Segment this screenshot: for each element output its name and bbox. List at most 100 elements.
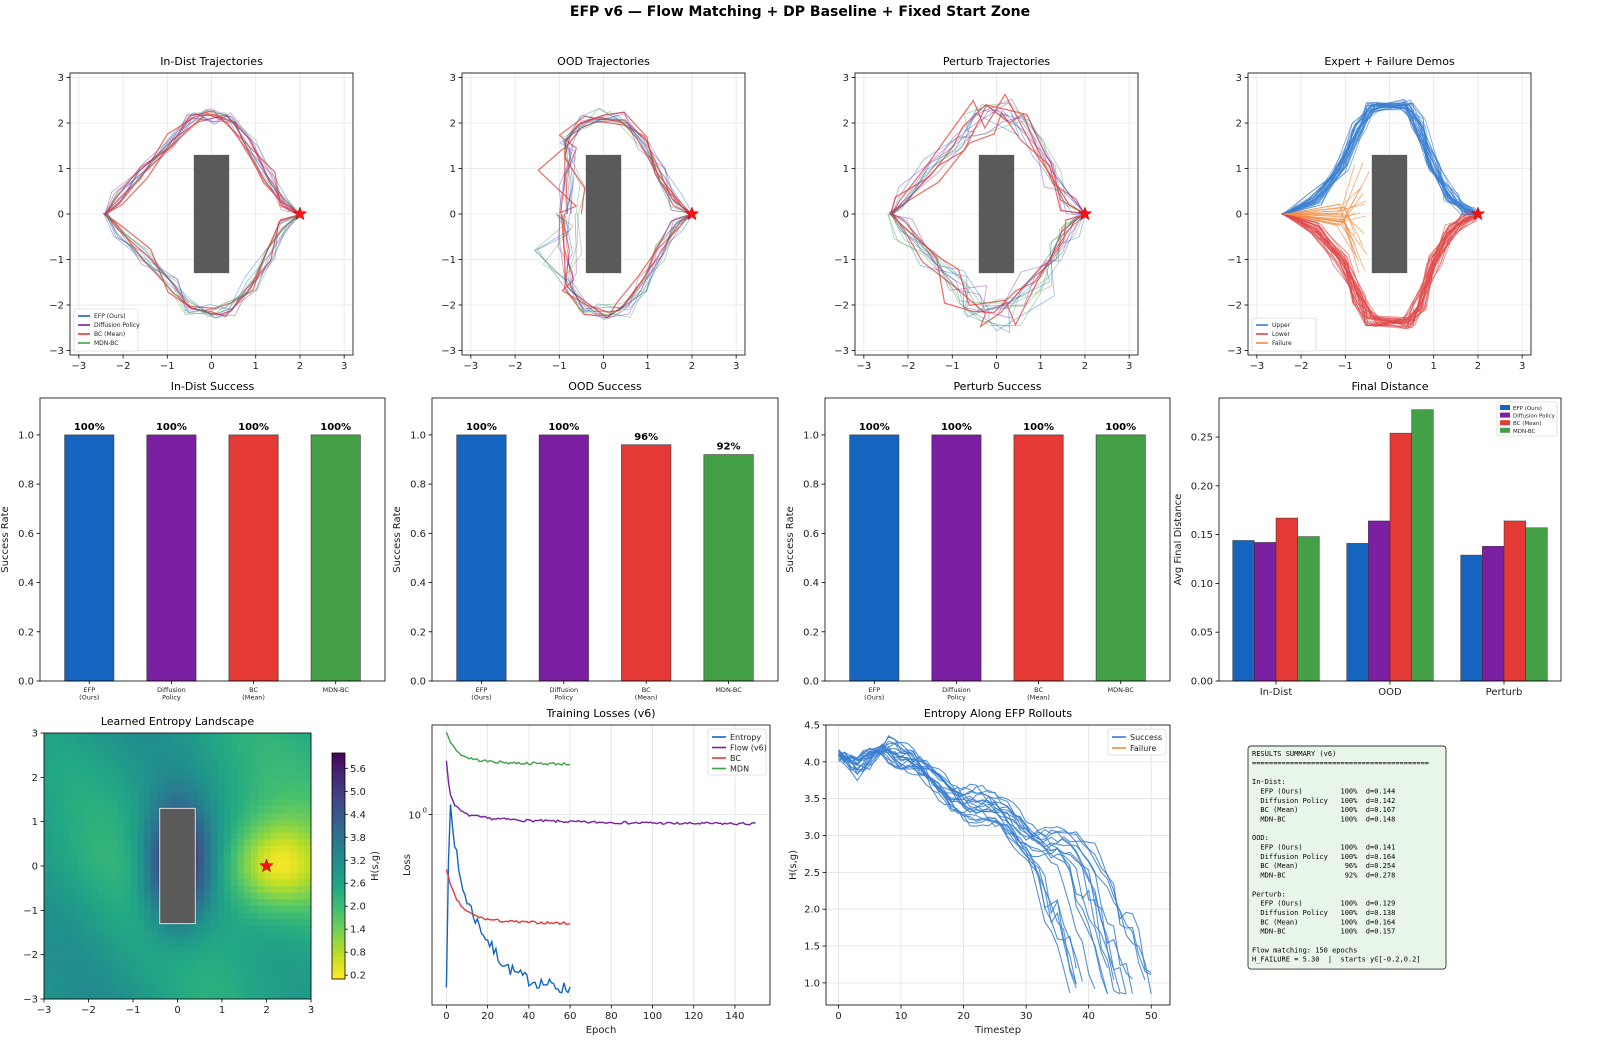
heatmap-cell (284, 992, 292, 1000)
heatmap-cell (264, 852, 272, 860)
x-tick-label: −2 (1294, 361, 1309, 372)
heatmap-cell (197, 979, 205, 987)
y-tick-label: −2 (23, 950, 38, 961)
heatmap-cell (50, 912, 58, 920)
heatmap-cell (57, 766, 65, 774)
heatmap-cell (297, 885, 305, 893)
heatmap-cell (117, 972, 125, 980)
summary-line: EFP (Ours) 100% d=0.129 (1252, 900, 1395, 908)
colorbar-segment (332, 945, 345, 950)
heatmap-cell (144, 812, 152, 820)
y-tick-label: 0.8 (803, 480, 819, 491)
heatmap-cell (124, 819, 132, 827)
heatmap-cell (110, 992, 118, 1000)
axes-frame (39, 397, 386, 682)
heatmap-cell (104, 972, 112, 980)
heatmap-cell (50, 899, 58, 907)
heatmap-cell (290, 985, 299, 993)
heatmap-cell (44, 965, 52, 973)
heatmap-cell (164, 772, 172, 780)
heatmap-cell (297, 879, 305, 887)
heatmap-cell (177, 925, 185, 933)
heatmap-cell (237, 885, 245, 893)
trajectory-line (888, 102, 1086, 216)
heatmap-cell (64, 846, 72, 854)
x-tick-label: 3 (341, 361, 347, 372)
colorbar-segment (332, 963, 345, 969)
heatmap-cell (157, 799, 165, 807)
x-tick-label: 80 (605, 1011, 618, 1022)
y-axis-label: Success Rate (392, 506, 403, 572)
heatmap-cell (277, 959, 285, 967)
heatmap-cell (64, 879, 72, 887)
y-tick-label: 1.0 (804, 978, 820, 989)
heatmap-cell (164, 792, 172, 800)
heatmap-cell (117, 852, 125, 860)
heatmap-cell (117, 839, 125, 847)
heatmap-cell (110, 779, 118, 787)
heatmap-cell (230, 759, 238, 767)
heatmap-cell (137, 965, 145, 973)
heatmap-cell (204, 925, 212, 933)
heatmap-cell (177, 985, 185, 993)
heatmap-cell (210, 792, 218, 800)
trajectory-line (558, 115, 692, 216)
y-tick-label: 0.8 (410, 480, 426, 491)
heatmap-cell (210, 905, 218, 913)
heatmap-cell (250, 852, 258, 860)
y-tick-label: −1 (1227, 255, 1242, 266)
heatmap-cell (284, 766, 292, 774)
heatmap-cell (270, 852, 279, 860)
heatmap-cell (97, 839, 105, 847)
trajectory-line (104, 213, 301, 318)
x-tick-label: 2 (263, 1005, 269, 1016)
heatmap-cell (77, 733, 85, 741)
heatmap-cell (150, 872, 158, 880)
heatmap-cell (204, 879, 212, 887)
heatmap-cell (117, 872, 125, 880)
bar (1346, 543, 1369, 682)
heatmap-cell (110, 919, 118, 927)
heatmap-cell (284, 846, 292, 854)
heatmap-cell (217, 812, 225, 820)
heatmap-cell (57, 759, 65, 767)
heatmap-cell (290, 872, 299, 880)
heatmap-cell (57, 866, 65, 874)
heatmap-cell (244, 899, 252, 907)
heatmap-cell (144, 826, 152, 834)
heatmap-cell (170, 992, 178, 1000)
heatmap-cell (170, 766, 178, 774)
heatmap-cell (157, 792, 165, 800)
heatmap-cell (197, 905, 205, 913)
heatmap-cell (257, 892, 265, 900)
heatmap-cell (84, 752, 92, 760)
trajectory-line (561, 212, 692, 317)
heatmap-cell (204, 812, 212, 820)
heatmap-cell (50, 925, 58, 933)
heatmap-cell (124, 939, 132, 947)
trajectory-line (563, 116, 693, 216)
heatmap-cell (150, 839, 158, 847)
heatmap-cell (244, 819, 252, 827)
heatmap-cell (44, 852, 52, 860)
heatmap-cell (277, 952, 285, 960)
heatmap-cell (144, 746, 152, 754)
heatmap-cell (244, 892, 252, 900)
heatmap-cell (137, 879, 145, 887)
heatmap-cell (64, 912, 72, 920)
upper-demo-line (1286, 103, 1478, 215)
heatmap-cell (290, 866, 299, 874)
heatmap-cell (244, 879, 252, 887)
heatmap-cell (284, 772, 292, 780)
heatmap-cell (277, 792, 285, 800)
heatmap-cell (244, 733, 252, 741)
heatmap-cell (224, 846, 232, 854)
summary-line: Diffusion Policy 100% d=0.138 (1252, 909, 1395, 917)
heatmap-cell (237, 779, 245, 787)
heatmap-cell (104, 872, 112, 880)
x-tick-label: Policy (554, 694, 573, 702)
heatmap-cell (264, 965, 272, 973)
heatmap-cell (237, 912, 245, 920)
